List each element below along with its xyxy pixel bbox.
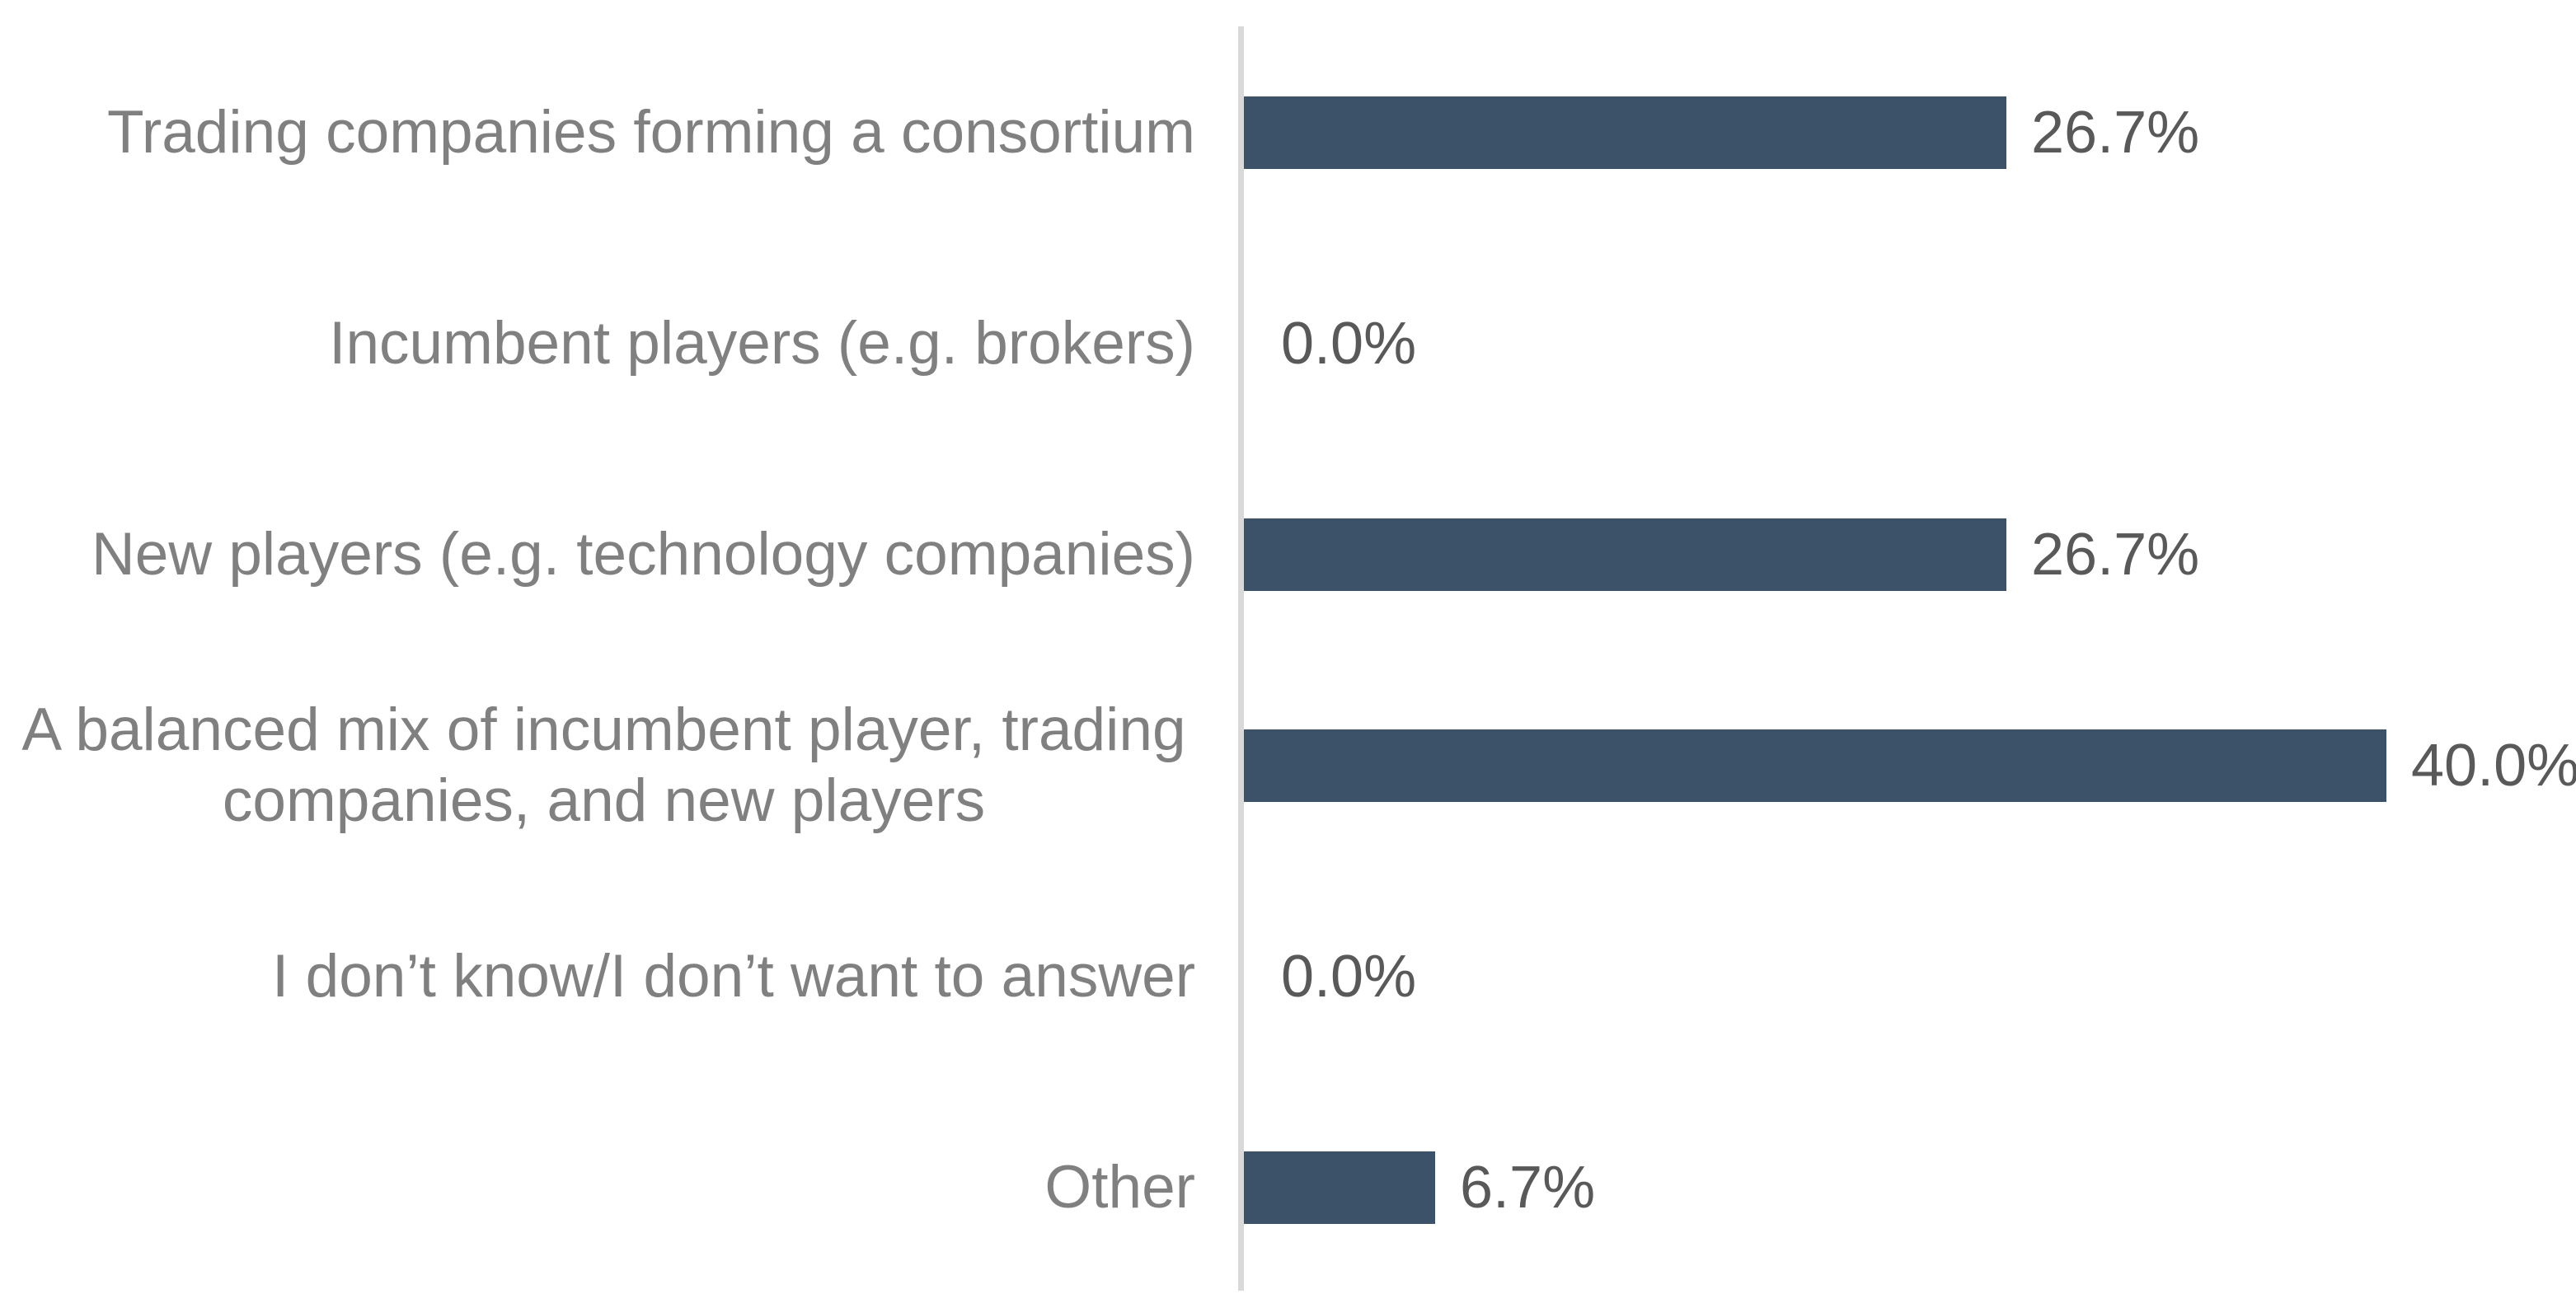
category-cell: Other [0,1152,1195,1223]
chart-row: A balanced mix of incumbent player, trad… [0,660,2576,871]
bar [1244,1151,1435,1224]
bar [1244,96,2006,169]
category-label: I don’t know/I don’t want to answer [272,943,1195,1010]
chart-row: Other 6.7% [0,1082,2576,1293]
value-label: 26.7% [2031,522,2200,588]
category-label: Other [1044,1154,1195,1221]
bar [1244,729,2386,802]
category-cell: A balanced mix of incumbent player, trad… [0,695,1195,837]
chart-row: Incumbent players (e.g. brokers) 0.0% [0,238,2576,449]
category-cell: New players (e.g. technology companies) [0,519,1195,590]
category-label: New players (e.g. technology companies) [91,521,1195,588]
category-label: A balanced mix of incumbent player, trad… [21,696,1186,834]
category-label: Trading companies forming a consortium [107,99,1195,166]
category-cell: Incumbent players (e.g. brokers) [0,308,1195,379]
plot-area: 26.7% [1195,518,2576,591]
plot-area: 6.7% [1195,1151,2576,1224]
plot-area: 0.0% [1195,307,2576,380]
chart-rows: Trading companies forming a consortium 26… [0,27,2576,1293]
value-label: 6.7% [1460,1155,1596,1221]
chart-row: New players (e.g. technology companies) 2… [0,449,2576,660]
value-label: 0.0% [1281,311,1417,377]
bar [1244,518,2006,591]
plot-area: 26.7% [1195,96,2576,169]
category-cell: I don’t know/I don’t want to answer [0,941,1195,1012]
chart-row: I don’t know/I don’t want to answer 0.0% [0,871,2576,1082]
category-cell: Trading companies forming a consortium [0,97,1195,168]
value-label: 40.0% [2411,733,2576,799]
value-label: 26.7% [2031,100,2200,166]
plot-area: 40.0% [1195,729,2576,802]
plot-area: 0.0% [1195,940,2576,1013]
category-label: Incumbent players (e.g. brokers) [329,310,1195,377]
chart-row: Trading companies forming a consortium 26… [0,27,2576,238]
category-axis-line [1238,26,1244,1291]
value-label: 0.0% [1281,944,1417,1010]
